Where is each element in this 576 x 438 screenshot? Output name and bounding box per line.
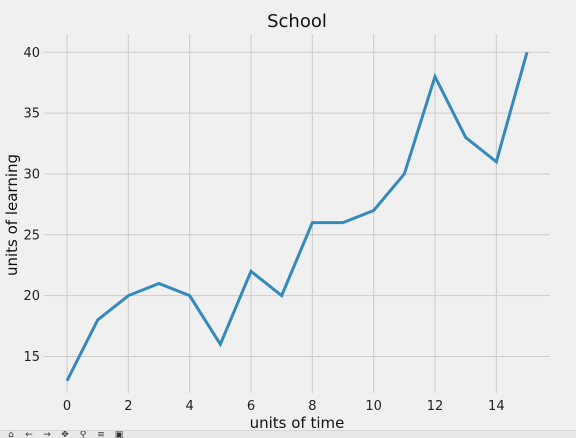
series-line xyxy=(65,51,529,382)
y-tick-label: 35 xyxy=(23,107,40,122)
configure-icon[interactable]: ≡ xyxy=(97,430,105,438)
x-tick-label: 12 xyxy=(427,399,444,414)
forward-icon[interactable]: → xyxy=(43,430,51,438)
chart-title: School xyxy=(267,11,327,32)
x-tick-label: 4 xyxy=(186,399,194,414)
x-tick-label: 8 xyxy=(308,399,316,414)
y-tick-label: 30 xyxy=(23,167,40,182)
y-tick-label: 20 xyxy=(23,289,40,304)
y-tick-label: 15 xyxy=(23,350,40,365)
pan-icon[interactable]: ✥ xyxy=(61,430,69,438)
y-axis-label: units of learning xyxy=(3,154,21,276)
x-tick-label: 14 xyxy=(488,399,505,414)
save-icon[interactable]: ▣ xyxy=(114,430,124,438)
x-tick-label: 6 xyxy=(247,399,255,414)
zoom-icon[interactable]: ⚲ xyxy=(79,430,87,438)
y-tick-label: 25 xyxy=(23,228,40,243)
x-tick-label: 10 xyxy=(365,399,382,414)
x-axis-label: units of time xyxy=(250,414,345,430)
x-tick-label: 2 xyxy=(124,399,132,414)
x-tick-label: 0 xyxy=(63,399,71,414)
tick-labels: 0 2 4 6 8 10 12 14 15 20 25 30 35 40 xyxy=(23,46,504,414)
back-icon[interactable]: ← xyxy=(25,430,33,438)
series-layer xyxy=(65,51,529,382)
navigation-toolbar: ⌂ ← → ✥ ⚲ ≡ ▣ xyxy=(0,430,576,438)
y-tick-label: 40 xyxy=(23,46,40,61)
home-icon[interactable]: ⌂ xyxy=(8,430,14,438)
grid-lines xyxy=(44,34,550,393)
